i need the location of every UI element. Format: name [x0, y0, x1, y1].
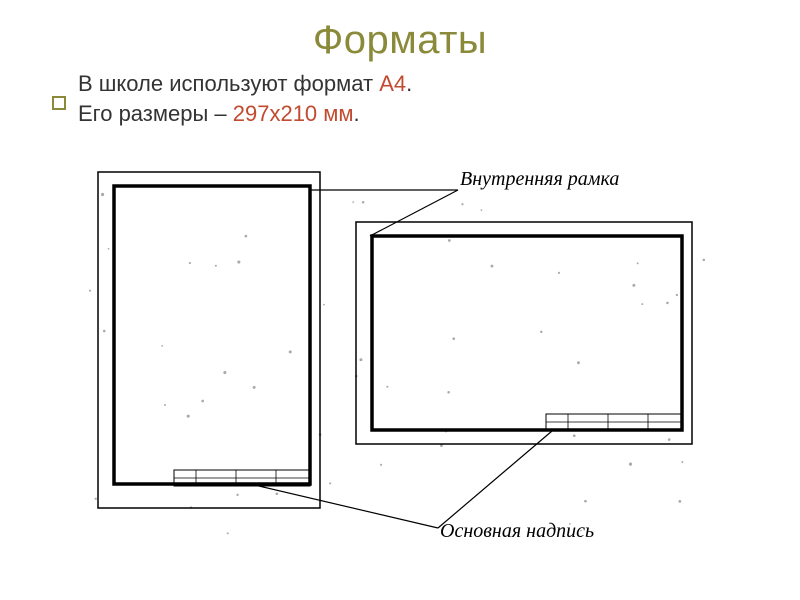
subtitle-block: В школе используют формат А4. Его размер…	[0, 63, 800, 128]
sub-line1-a: В школе используют формат	[78, 71, 379, 96]
slide: Форматы В школе используют формат А4. Ег…	[0, 0, 800, 600]
diagram-area: Внутренняя рамка Основная надпись	[60, 168, 740, 568]
label-main-title: Основная надпись	[440, 520, 594, 543]
sub-line2-b: 297х210 мм	[233, 101, 354, 126]
title-text: Форматы	[313, 18, 487, 62]
sub-line1-b: А4	[379, 71, 406, 96]
slide-title: Форматы	[0, 0, 800, 63]
sub-line2-a: Его размеры –	[78, 101, 233, 126]
bullet-square-icon	[52, 96, 66, 110]
label-inner-frame: Внутренняя рамка	[460, 168, 619, 191]
diagram-svg	[60, 168, 740, 568]
sub-line1-c: .	[406, 71, 412, 96]
sub-line2-c: .	[354, 101, 360, 126]
